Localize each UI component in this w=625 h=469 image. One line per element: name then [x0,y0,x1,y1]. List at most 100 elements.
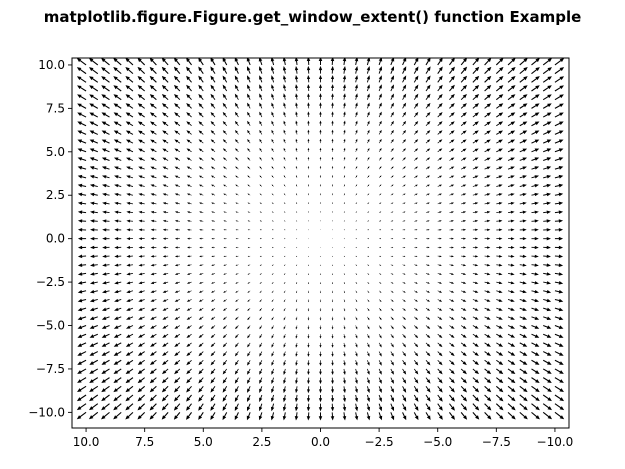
quiver-arrow [414,139,419,144]
quiver-arrow [137,394,146,402]
quiver-arrow [531,289,539,294]
quiver-arrow [150,228,157,232]
quiver-arrow [519,237,527,241]
quiver-arrow [519,192,527,197]
quiver-arrow [223,237,227,240]
quiver-arrow [414,281,418,284]
quiver-arrow [162,121,169,127]
quiver-arrow [543,201,552,206]
quiver-arrow [519,333,528,338]
quiver-arrow [114,272,122,276]
quiver-arrow [295,129,298,135]
quiver-arrow [484,299,491,302]
quiver-arrow [390,386,394,393]
quiver-arrow [484,377,492,384]
quiver-arrow [402,386,407,393]
quiver-arrow [77,236,87,241]
quiver-arrow [519,121,528,127]
quiver-arrow [531,201,539,205]
quiver-arrow [199,255,204,258]
quiver-arrow [77,201,87,206]
quiver-arrow [355,246,357,249]
quiver-arrow [161,103,169,109]
quiver-arrow [554,325,564,329]
quiver-arrow [101,411,110,420]
quiver-arrow [343,102,346,109]
quiver-arrow [331,316,334,321]
quiver-arrow [402,220,406,222]
quiver-arrow [76,403,87,411]
quiver-arrow [354,75,358,83]
quiver-arrow [113,403,122,411]
quiver-arrow [425,130,431,135]
quiver-arrow [173,66,181,74]
quiver-arrow [542,411,553,420]
quiver-arrow [259,299,263,302]
quiver-arrow [390,368,394,375]
quiver-arrow [318,75,323,83]
quiver-arrow [425,316,431,320]
quiver-arrow [531,148,540,153]
quiver-arrow [234,368,239,375]
quiver-arrow [174,264,180,267]
quiver-arrow [472,272,479,276]
quiver-arrow [77,219,87,223]
quiver-arrow [137,403,146,411]
quiver-arrow [114,245,122,249]
quiver-arrow [138,202,145,205]
quiver-arrow [223,193,227,196]
quiver-arrow [126,201,134,205]
quiver-arrow [355,238,357,240]
quiver-arrow [413,102,419,109]
quiver-arrow [150,342,157,347]
quiver-arrow [198,93,204,100]
quiver-arrow [354,65,359,74]
quiver-arrow [283,316,286,321]
quiver-arrow [402,120,407,126]
quiver-arrow [125,94,134,101]
quiver-arrow [390,157,394,161]
quiver-arrow [355,211,358,213]
quiver-arrow [531,228,539,232]
quiver-arrow [137,121,145,127]
quiver-arrow [89,307,98,312]
quiver-arrow [162,263,169,267]
quiver-arrow [113,148,122,153]
quiver-arrow [437,359,443,366]
quiver-arrow [247,229,251,231]
quiver-arrow [150,246,157,249]
quiver-arrow [198,139,204,144]
quiver-arrow [531,342,540,347]
quiver-arrow [198,316,204,320]
quiver-arrow [198,102,204,109]
quiver-arrow [542,67,552,75]
quiver-arrow [554,210,564,214]
quiver-arrow [519,307,527,311]
quiver-arrow [425,102,431,109]
quiver-arrow [259,220,262,222]
quiver-arrow [77,157,87,161]
quiver-arrow [89,325,98,329]
quiver-arrow [77,325,87,329]
quiver-arrow [390,264,394,266]
quiver-arrow [484,193,491,196]
quiver-arrow [554,298,564,303]
quiver-arrow [101,121,110,127]
quiver-arrow [367,138,370,144]
quiver-arrow [126,175,134,179]
quiver-arrow [484,290,491,293]
quiver-arrow [125,121,134,127]
quiver-arrow [425,325,431,329]
quiver-arrow [437,130,443,135]
quiver-arrow [77,85,87,92]
quiver-arrow [318,65,323,74]
quiver-arrow [162,184,169,187]
quiver-arrow [390,93,394,100]
quiver-arrow [449,220,454,222]
quiver-arrow [150,299,157,302]
quiver-arrow [472,58,480,66]
quiver-arrow [283,184,286,187]
quiver-arrow [198,290,204,293]
quiver-arrow [554,342,564,347]
quiver-arrow [367,211,370,213]
